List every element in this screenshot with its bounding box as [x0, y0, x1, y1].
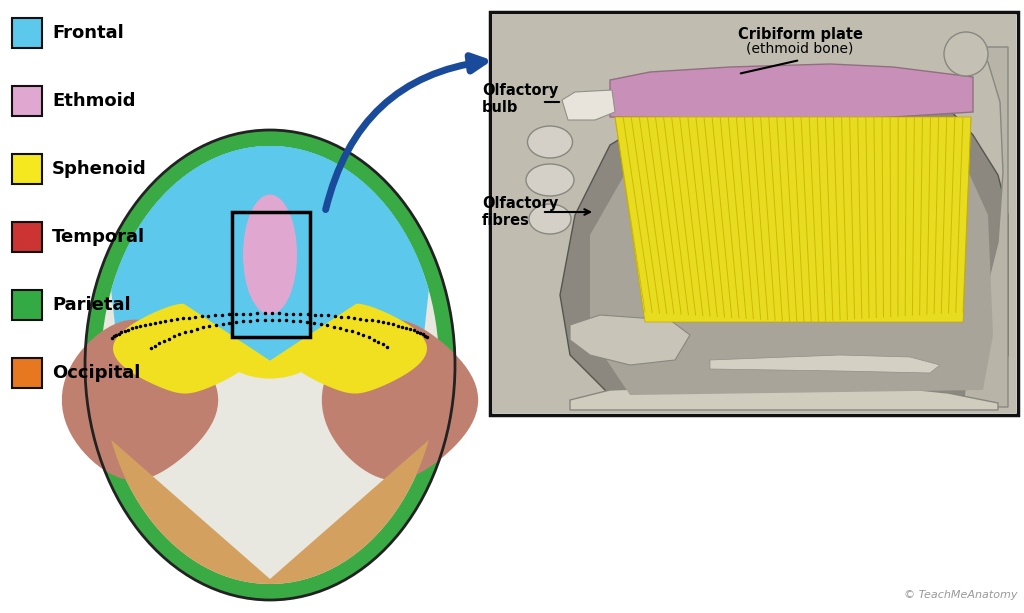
- Ellipse shape: [101, 146, 439, 584]
- Text: Cribiform plate: Cribiform plate: [737, 27, 862, 42]
- Polygon shape: [590, 125, 993, 395]
- Text: Olfactory
bulb: Olfactory bulb: [482, 83, 558, 115]
- Polygon shape: [963, 47, 1008, 407]
- Polygon shape: [113, 303, 257, 394]
- Circle shape: [944, 32, 988, 76]
- Text: Parietal: Parietal: [52, 296, 131, 314]
- Bar: [492, 14, 1016, 413]
- Polygon shape: [562, 90, 615, 120]
- Ellipse shape: [243, 194, 297, 314]
- Bar: [490, 12, 1018, 415]
- Polygon shape: [615, 117, 971, 322]
- Text: Occipital: Occipital: [52, 364, 140, 382]
- Bar: [12, 18, 42, 48]
- Text: Temporal: Temporal: [52, 228, 145, 246]
- Polygon shape: [570, 315, 690, 365]
- Text: Frontal: Frontal: [52, 24, 124, 42]
- Text: Ethmoid: Ethmoid: [52, 92, 135, 110]
- Ellipse shape: [526, 164, 574, 196]
- Text: (ethmoid bone): (ethmoid bone): [746, 42, 854, 56]
- Polygon shape: [61, 319, 218, 481]
- FancyArrowPatch shape: [326, 56, 484, 210]
- Polygon shape: [117, 146, 423, 354]
- Polygon shape: [283, 303, 427, 394]
- Ellipse shape: [85, 130, 455, 600]
- Bar: [12, 154, 42, 184]
- Ellipse shape: [220, 319, 319, 379]
- Polygon shape: [560, 100, 1008, 405]
- Polygon shape: [112, 440, 429, 584]
- Polygon shape: [112, 146, 429, 351]
- Ellipse shape: [527, 126, 572, 158]
- Polygon shape: [570, 385, 998, 410]
- Text: Olfactory
fibres: Olfactory fibres: [482, 196, 558, 228]
- Bar: [12, 222, 42, 252]
- Ellipse shape: [529, 204, 571, 234]
- Bar: [12, 290, 42, 320]
- Ellipse shape: [243, 194, 297, 314]
- Text: Sphenoid: Sphenoid: [52, 160, 146, 178]
- Bar: [12, 86, 42, 116]
- Bar: [12, 358, 42, 388]
- Polygon shape: [710, 355, 940, 373]
- Polygon shape: [322, 319, 478, 481]
- Polygon shape: [121, 146, 419, 360]
- Text: © TeachMeAnatomy: © TeachMeAnatomy: [904, 590, 1018, 600]
- Polygon shape: [610, 64, 973, 120]
- Bar: [232, 212, 310, 337]
